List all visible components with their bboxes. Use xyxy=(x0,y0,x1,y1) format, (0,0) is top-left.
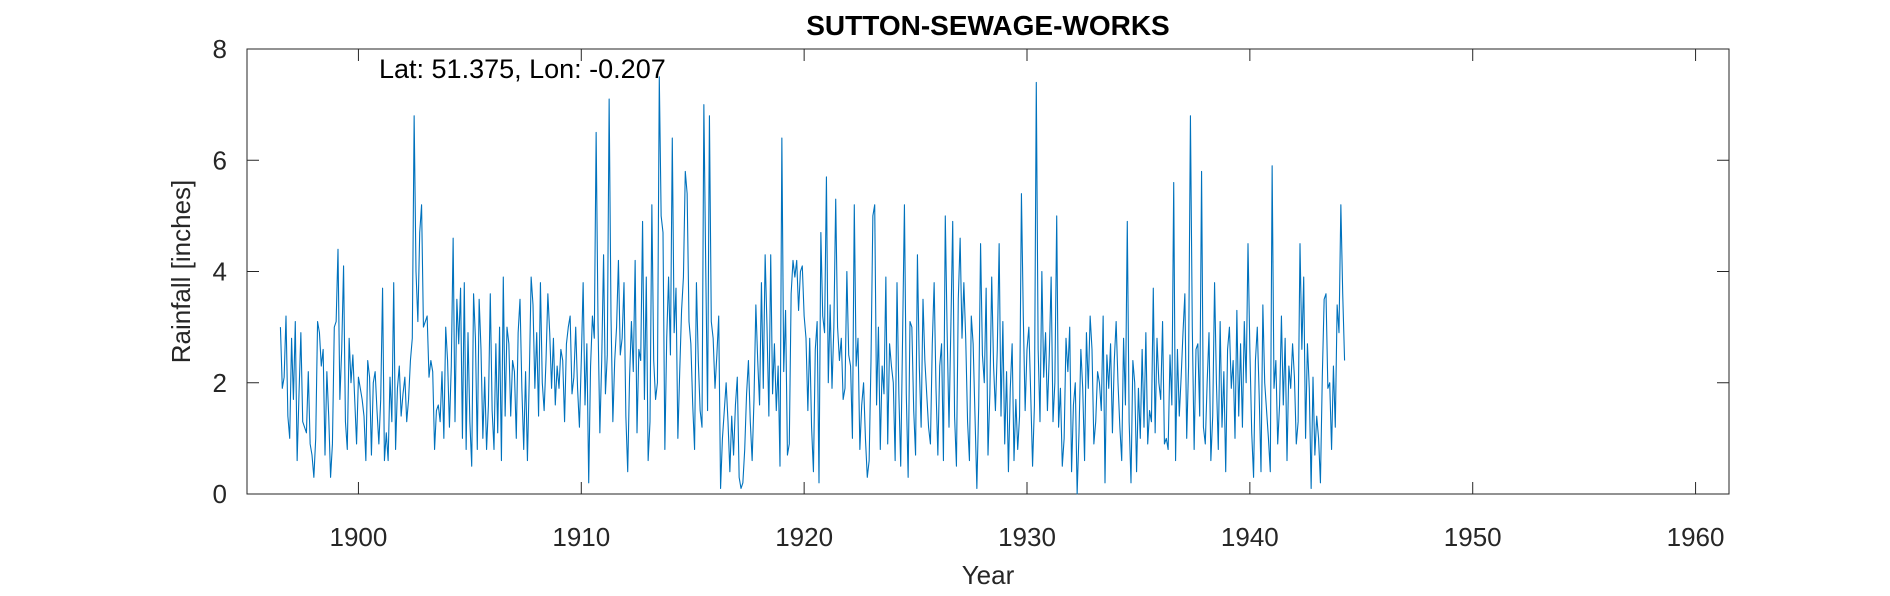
y-tick-label: 8 xyxy=(213,34,227,64)
x-tick-label: 1960 xyxy=(1667,522,1725,552)
x-tick-label: 1910 xyxy=(552,522,610,552)
x-tick-label: 1940 xyxy=(1221,522,1279,552)
series-line xyxy=(279,76,1346,495)
y-tick-label: 0 xyxy=(213,479,227,509)
x-axis-label: Year xyxy=(962,560,1015,590)
x-tick-label: 1930 xyxy=(998,522,1056,552)
axis-ticks xyxy=(247,48,1729,495)
y-tick-label: 4 xyxy=(213,257,227,287)
chart-title: SUTTON-SEWAGE-WORKS xyxy=(806,10,1169,41)
y-axis-label: Rainfall [inches] xyxy=(166,180,196,364)
x-tick-label: 1900 xyxy=(330,522,388,552)
x-tick-label: 1950 xyxy=(1444,522,1502,552)
x-tick-label: 1920 xyxy=(775,522,833,552)
y-tick-label: 2 xyxy=(213,368,227,398)
axis-tick-labels: 1900 1910 1920 1930 1940 1950 1960 0 2 4 6 8 xyxy=(213,34,1725,552)
y-tick-label: 6 xyxy=(213,145,227,175)
location-annotation: Lat: 51.375, Lon: -0.207 xyxy=(379,54,666,84)
